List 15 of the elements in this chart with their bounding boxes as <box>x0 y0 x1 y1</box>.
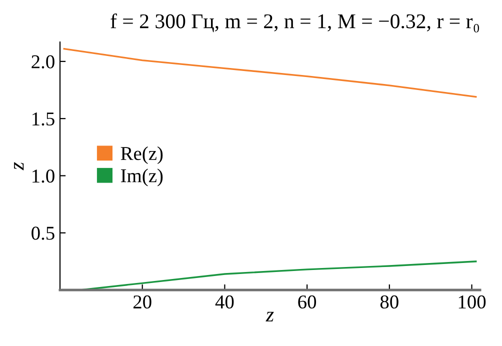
y-tick-label: 2.0 <box>32 55 54 68</box>
y-axis-title: z <box>14 162 24 170</box>
y-tick-label: 1.0 <box>32 170 54 183</box>
x-tick-label: 80 <box>380 295 398 309</box>
y-tick-label: 0.5 <box>32 226 54 240</box>
legend-label: Re(z) <box>120 146 163 164</box>
x-tick-label: 100 <box>458 295 486 309</box>
x-axis-title: z <box>266 312 274 322</box>
x-tick-label: 20 <box>133 295 152 309</box>
x-tick-label: 60 <box>298 295 316 309</box>
chart-title: f = 2 300 Гц, m = 2, n = 1, M = −0.32, r = r₀ <box>110 13 480 32</box>
y-tick-label: 1.5 <box>32 112 54 126</box>
x-tick-label: 40 <box>215 295 234 309</box>
line-series <box>63 48 477 98</box>
legend-label: Im(z) <box>120 168 163 186</box>
